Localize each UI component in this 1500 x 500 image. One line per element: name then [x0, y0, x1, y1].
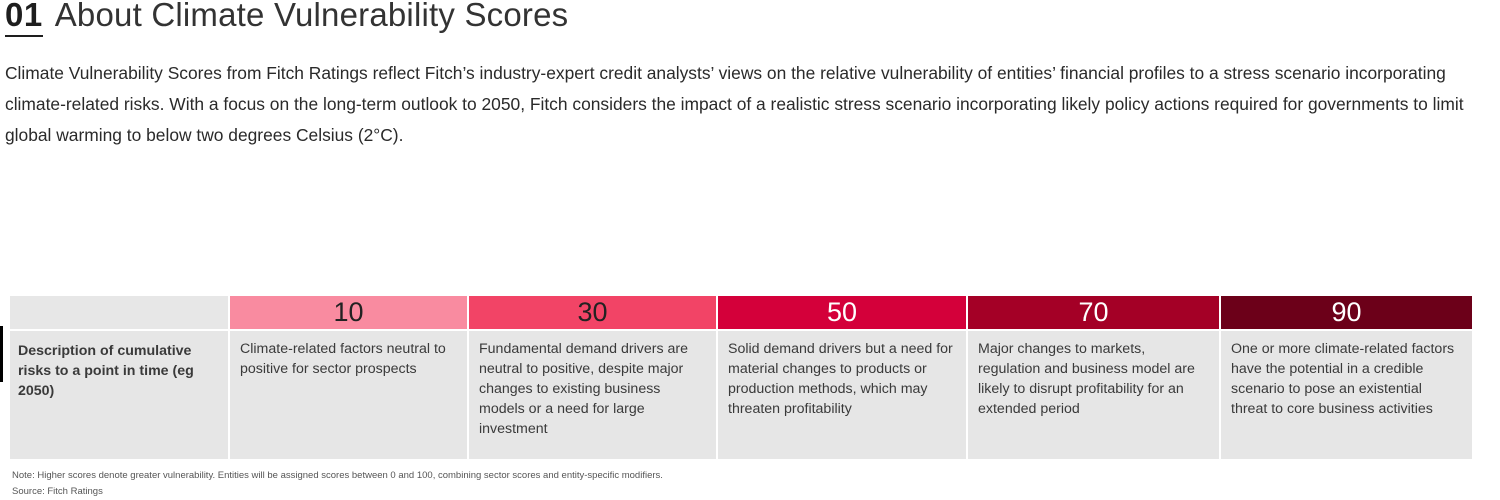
- intro-paragraph: Climate Vulnerability Scores from Fitch …: [5, 63, 1464, 145]
- score-header-30: 30: [468, 296, 718, 330]
- header-blank-cell: [10, 296, 230, 330]
- description-30: Fundamental demand drivers are neutral t…: [479, 341, 688, 437]
- description-90: One or more climate-related factors have…: [1231, 341, 1455, 417]
- section-number: 01: [5, 0, 43, 37]
- score-header-90: 90: [1220, 296, 1472, 330]
- section-heading: 01 About Climate Vulnerability Scores: [5, 0, 568, 44]
- score-header-50: 50: [717, 296, 968, 330]
- left-accent-bar: [0, 326, 3, 382]
- score-header-10: 10: [229, 296, 469, 330]
- description-cell-30: Fundamental demand drivers are neutral t…: [468, 329, 718, 459]
- description-cell-10: Climate-related factors neutral to posit…: [229, 329, 469, 459]
- description-70: Major changes to markets, regulation and…: [978, 341, 1195, 417]
- description-cell-50: Solid demand drivers but a need for mate…: [717, 329, 968, 459]
- description-50: Solid demand drivers but a need for mate…: [728, 341, 953, 417]
- description-cell-90: One or more climate-related factors have…: [1220, 329, 1472, 459]
- description-10: Climate-related factors neutral to posit…: [240, 341, 446, 377]
- description-row: Description of cumulative risks to a poi…: [10, 329, 1472, 459]
- footnote: Note: Higher scores denote greater vulne…: [12, 470, 663, 481]
- description-cell-70: Major changes to markets, regulation and…: [967, 329, 1221, 459]
- row-label-cell: Description of cumulative risks to a poi…: [10, 329, 230, 459]
- section-title: About Climate Vulnerability Scores: [54, 0, 569, 33]
- score-table: 10 30 50 70 90 Description of cumulative…: [10, 296, 1472, 459]
- score-header-row: 10 30 50 70 90: [10, 296, 1472, 330]
- row-label: Description of cumulative risks to a poi…: [18, 343, 194, 399]
- score-header-70: 70: [967, 296, 1221, 330]
- source-line: Source: Fitch Ratings: [12, 486, 103, 497]
